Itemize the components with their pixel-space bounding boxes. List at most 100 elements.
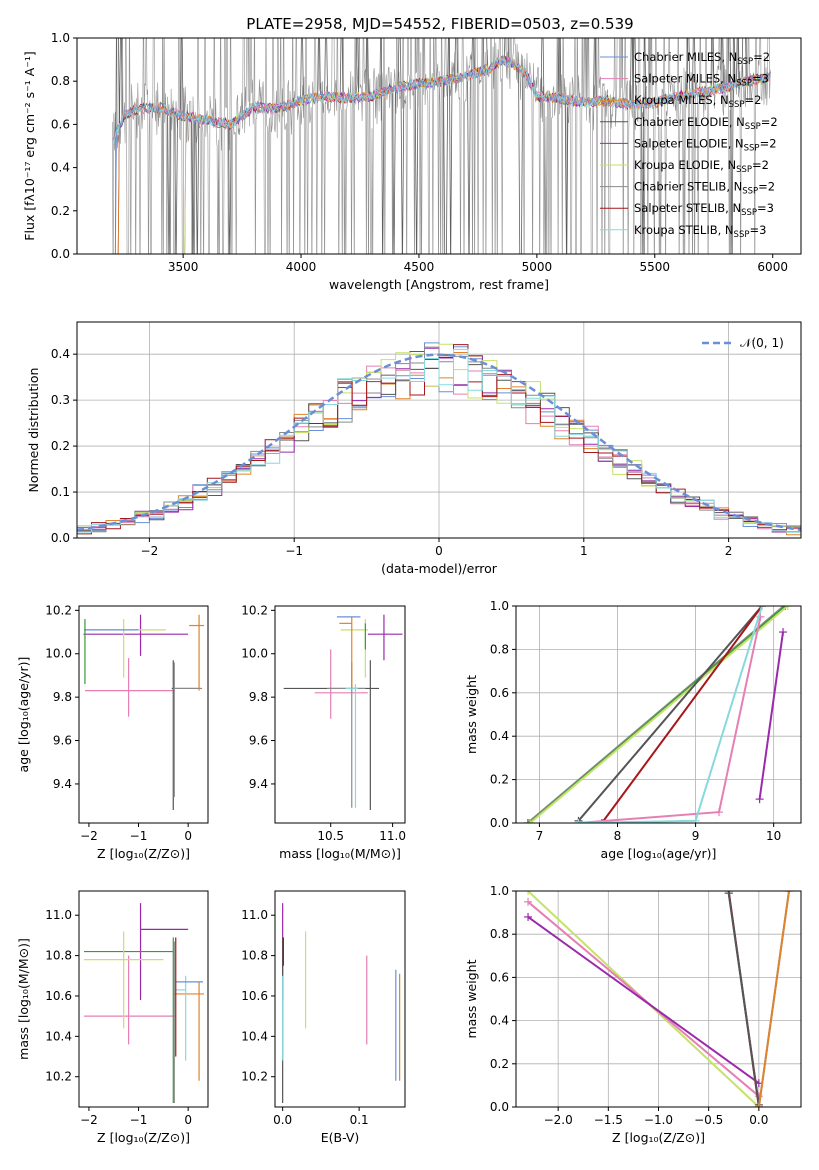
y-tick-label: 1.0 xyxy=(490,599,509,613)
y-tick-label: 0.3 xyxy=(51,393,70,407)
y-tick-label: 0.0 xyxy=(51,247,70,261)
x-tick-label: −2 xyxy=(80,829,98,843)
plot-area xyxy=(523,606,792,823)
x-tick-label: 8 xyxy=(614,829,622,843)
y-tick-label: 1.0 xyxy=(490,884,509,898)
y-tick-label: 10.2 xyxy=(45,603,72,617)
y-tick-label: 10.8 xyxy=(45,949,72,963)
spectrum-panel: Chabrier MILES, NSSP=2 Salpeter MILES, NS… xyxy=(22,31,802,292)
age-vs-mass-panel: 10.5 11.0 9.4 9.6 9.8 10.0 10.2 mass [log₁₀(M/M… xyxy=(241,603,406,861)
figure-title: PLATE=2958, MJD=54552, FIBERID=0503, z=0… xyxy=(246,15,633,33)
plot-area xyxy=(282,903,401,1103)
x-tick-label: 6000 xyxy=(757,260,788,274)
x-tick-label: 0.0 xyxy=(273,1113,292,1127)
x-tick-label: 5000 xyxy=(522,260,553,274)
y-tick-label: 9.8 xyxy=(249,690,268,704)
axes-frame xyxy=(274,605,406,824)
y-axis-label: mass weight xyxy=(464,959,479,1038)
y-tick-label: 10.6 xyxy=(45,989,72,1003)
plot-area xyxy=(524,891,793,1107)
x-tick-label: 0 xyxy=(184,829,192,843)
x-tick-label: −1 xyxy=(285,544,303,558)
y-tick-label: 0.8 xyxy=(51,74,70,88)
cumulative-line xyxy=(527,606,785,823)
x-tick-label: −2 xyxy=(141,544,159,558)
x-tick-label: 9 xyxy=(692,829,700,843)
residuals-histogram-panel: 𝒩(0, 1) −2 −1 0 1 2 0.0 0.1 0.2 0.3 0.4 (data-model… xyxy=(26,321,802,576)
spectrum-line xyxy=(115,56,771,254)
y-tick-label: 0.6 xyxy=(490,686,509,700)
mass-vs-extinction-panel: 0.0 0.1 10.2 10.4 10.6 10.8 11.0 E(B-V) xyxy=(241,890,406,1145)
y-tick-label: 10.0 xyxy=(45,647,72,661)
x-tick-label: −2 xyxy=(80,1113,98,1127)
y-tick-label: 0.4 xyxy=(490,1014,509,1028)
cumulative-line xyxy=(757,891,790,1107)
y-tick-label: 0.2 xyxy=(51,204,70,218)
y-tick-label: 11.0 xyxy=(241,908,268,922)
x-axis-label: Z [log₁₀(Z/Z⊙)] xyxy=(97,1130,190,1145)
y-tick-label: 0.2 xyxy=(51,439,70,453)
y-axis-label: Flux [fλ10⁻¹⁷ erg cm⁻² s⁻¹ A⁻¹] xyxy=(22,51,37,240)
plot-area xyxy=(112,38,771,254)
y-tick-label: 0.8 xyxy=(490,927,509,941)
legend-entry: Salpeter STELIB, NSSP=3 xyxy=(634,201,774,218)
y-tick-label: 10.4 xyxy=(241,1029,268,1043)
legend: Chabrier MILES, NSSP=2 Salpeter MILES, NS… xyxy=(600,50,778,240)
y-tick-label: 10.2 xyxy=(45,1070,72,1084)
legend-entry: Chabrier ELODIE, NSSP=2 xyxy=(634,115,778,132)
y-tick-label: 0.2 xyxy=(490,1057,509,1071)
x-tick-label: 3500 xyxy=(168,260,199,274)
x-tick-label: 7 xyxy=(536,829,544,843)
axes-frame xyxy=(76,37,802,255)
plot-area xyxy=(283,614,403,810)
y-axis-label: Normed distribution xyxy=(26,368,41,493)
x-tick-label: 0.1 xyxy=(350,1113,369,1127)
y-tick-label: 10.2 xyxy=(241,1070,268,1084)
y-tick-label: 9.4 xyxy=(249,777,268,791)
y-tick-label: 9.4 xyxy=(53,777,72,791)
y-tick-label: 1.0 xyxy=(51,31,70,45)
legend-entry: Salpeter ELODIE, NSSP=2 xyxy=(634,136,777,153)
x-tick-label: 4000 xyxy=(286,260,317,274)
cumulative-line xyxy=(527,916,760,1085)
x-tick-label: 10 xyxy=(766,829,781,843)
y-tick-label: 9.6 xyxy=(249,734,268,748)
plot-area xyxy=(83,614,205,810)
x-tick-label: 1 xyxy=(580,544,588,558)
axes-frame xyxy=(78,605,209,824)
cumulative-age-panel: 7 8 9 10 0.0 0.2 0.4 0.6 0.8 1.0 age [log₁₀(age/yr… xyxy=(464,599,802,861)
cumulative-metallicity-panel: −2.0 −1.5 −1.0 −0.5 0.0 0.0 0.2 0.4 0.6 0.8 1.0 Z [… xyxy=(464,884,802,1145)
y-axis-label: age [log₁₀(age/yr)] xyxy=(16,657,31,773)
x-tick-label: 0.0 xyxy=(749,1113,768,1127)
spectrum-line xyxy=(112,56,771,145)
x-tick-label: 0 xyxy=(435,544,443,558)
legend-entry: Kroupa STELIB, NSSP=3 xyxy=(634,223,766,240)
normal-reference-curve xyxy=(77,353,801,532)
y-tick-label: 0.0 xyxy=(490,1100,509,1114)
x-axis-label: E(B-V) xyxy=(321,1130,360,1145)
y-tick-label: 0.4 xyxy=(490,729,509,743)
plot-area xyxy=(77,342,801,536)
y-tick-label: 0.1 xyxy=(51,485,70,499)
age-vs-metallicity-panel: −2 −1 0 9.4 9.6 9.8 10.0 10.2 Z [log₁₀(Z/Z⊙)] age… xyxy=(16,603,209,861)
x-tick-label: 10.5 xyxy=(317,829,344,843)
x-tick-label: −1 xyxy=(130,829,148,843)
y-tick-label: 11.0 xyxy=(45,908,72,922)
x-tick-label: 11.0 xyxy=(379,829,406,843)
cumulative-line xyxy=(758,631,784,800)
axes-frame xyxy=(515,605,802,824)
legend-entry: Kroupa MILES, NSSP=2 xyxy=(634,93,761,110)
y-tick-label: 9.8 xyxy=(53,690,72,704)
y-tick-label: 0.6 xyxy=(490,970,509,984)
plot-area xyxy=(83,903,205,1103)
mass-vs-metallicity-panel: −2 −1 0 10.2 10.4 10.6 10.8 11.0 Z [log₁₀(Z/Z⊙)]… xyxy=(16,890,209,1145)
y-tick-label: 0.4 xyxy=(51,161,70,175)
cumulative-line xyxy=(529,606,789,823)
legend-entry: Salpeter MILES, NSSP=3 xyxy=(634,72,769,89)
y-tick-label: 0.0 xyxy=(490,816,509,830)
x-tick-label: −0.5 xyxy=(694,1113,723,1127)
x-tick-label: −1.5 xyxy=(594,1113,623,1127)
legend-entry: Chabrier MILES, NSSP=2 xyxy=(634,50,770,67)
x-tick-label: 0 xyxy=(184,1113,192,1127)
